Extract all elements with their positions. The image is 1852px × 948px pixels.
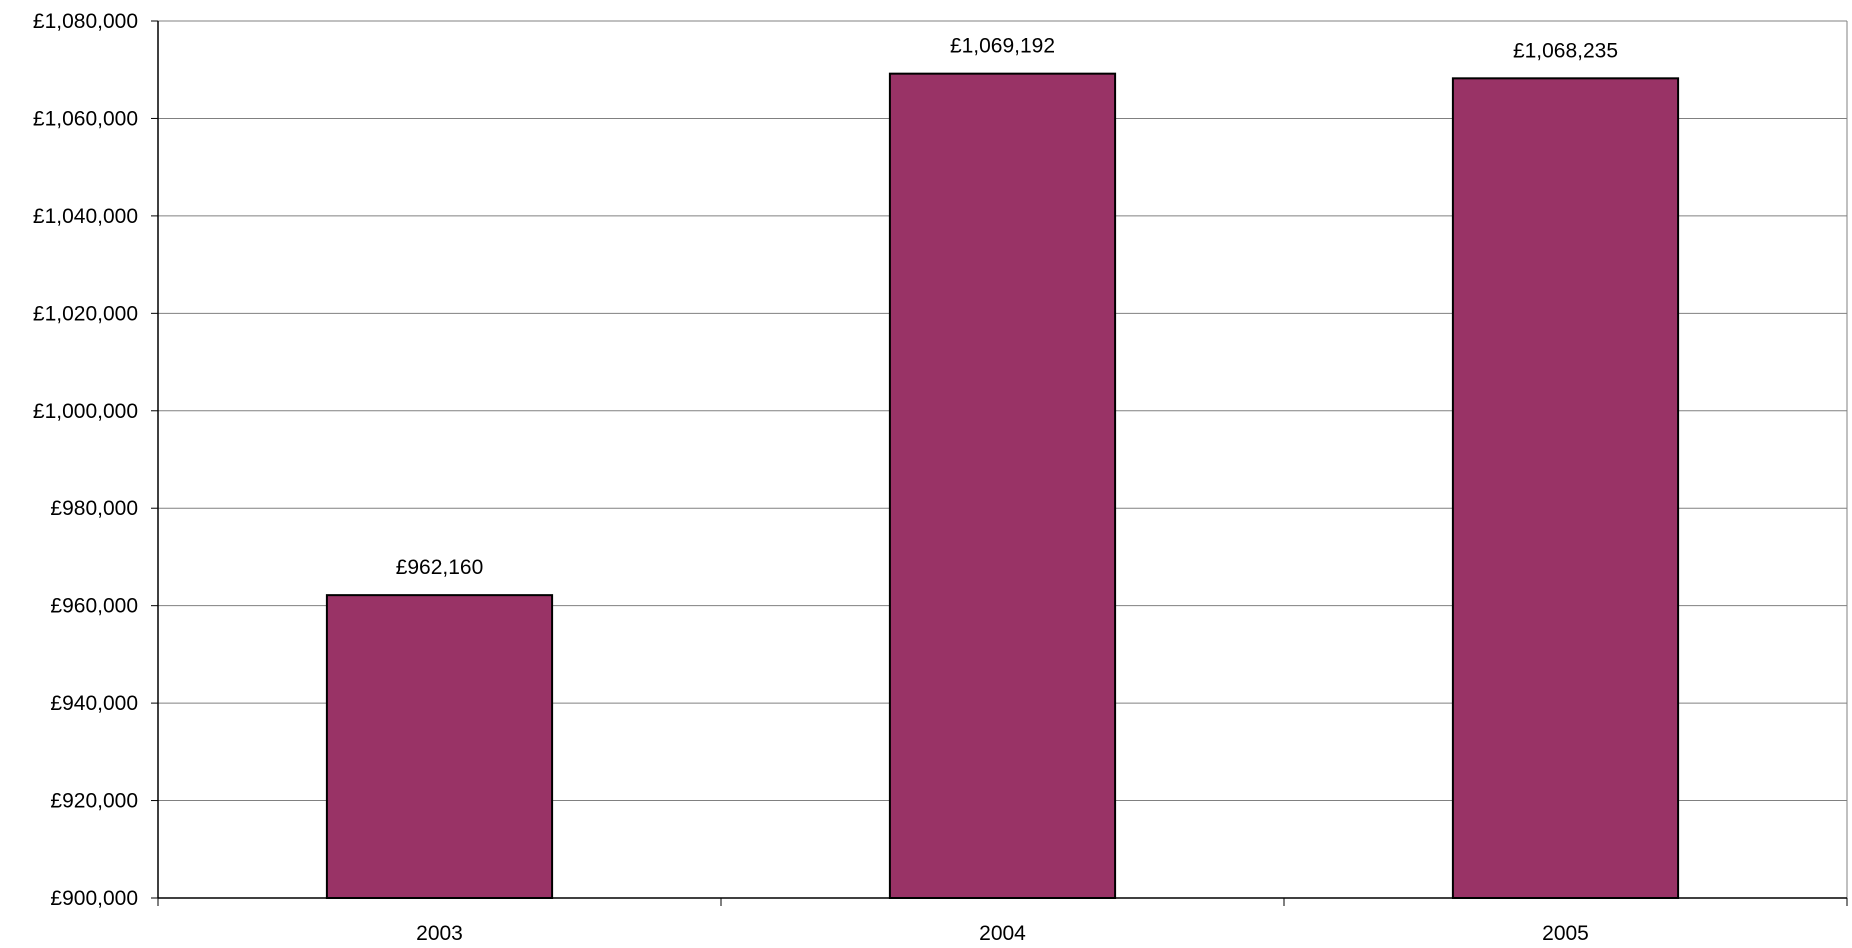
data-label-2003: £962,160 <box>396 556 484 579</box>
x-tick-label: 2004 <box>979 922 1026 945</box>
y-tick-label: £1,060,000 <box>33 107 138 130</box>
data-label-2004: £1,069,192 <box>950 35 1055 58</box>
bars <box>325 72 1680 899</box>
y-tick-label: £920,000 <box>50 790 138 813</box>
y-tick-label: £1,000,000 <box>33 400 138 423</box>
y-tick-label: £980,000 <box>50 497 138 520</box>
bar-2004 <box>888 72 1117 899</box>
y-tick-label: £1,020,000 <box>33 302 138 325</box>
y-tick-label: £960,000 <box>50 595 138 618</box>
x-tick-label: 2005 <box>1542 922 1589 945</box>
x-tick-label: 2003 <box>416 922 463 945</box>
data-labels: £962,160 £1,069,192 £1,068,235 <box>396 35 1618 579</box>
bar-2003 <box>325 594 554 899</box>
y-tick-label: £940,000 <box>50 692 138 715</box>
axes: £900,000 £920,000 £940,000 £960,000 £980,000… <box>33 10 1848 945</box>
y-tick-label: £1,040,000 <box>33 205 138 228</box>
data-label-2005: £1,068,235 <box>1513 39 1618 62</box>
y-tick-label: £900,000 <box>50 887 138 910</box>
y-tick-label: £1,080,000 <box>33 10 138 33</box>
bar-2005 <box>1451 77 1680 899</box>
